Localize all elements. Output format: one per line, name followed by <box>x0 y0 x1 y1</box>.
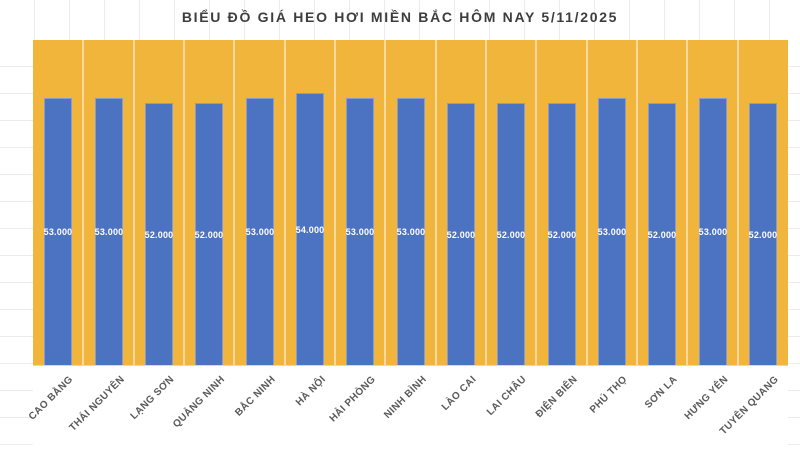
bar-cao-bang: 53.000 <box>44 98 72 365</box>
category-separator-line <box>686 40 688 365</box>
x-axis-label-ninh-binh: NINH BÌNH <box>381 374 429 421</box>
x-axis-label-son-la: SƠN LA <box>643 374 680 411</box>
x-axis-line <box>33 365 788 366</box>
x-axis-label-hai-phong: HẢI PHÒNG <box>327 374 378 425</box>
title-strip: BIỂU ĐỒ GIÁ HEO HƠI MIỀN BẮC HÔM NAY 5/1… <box>0 0 800 40</box>
bar-phu-tho: 53.000 <box>598 98 626 365</box>
bar-value-label: 53.000 <box>245 227 275 237</box>
bar-value-label: 53.000 <box>396 227 426 237</box>
x-axis-label-phu-tho: PHÚ THỌ <box>588 374 630 416</box>
category-separator-line <box>133 40 135 365</box>
bar-value-label: 53.000 <box>94 227 124 237</box>
category-separator-line <box>435 40 437 365</box>
bar-value-label: 52.000 <box>144 229 174 240</box>
x-axis-label-dien-bien: ĐIỆN BIÊN <box>533 374 580 421</box>
x-axis-label-ha-noi: HÀ NỘI <box>293 374 328 409</box>
x-axis-label-thai-nguyen: THÁI NGUYÊN <box>67 374 127 434</box>
bar-thai-nguyen: 53.000 <box>95 98 123 365</box>
x-axis-label-quang-ninh: QUẢNG NINH <box>170 374 227 431</box>
category-separator-line <box>586 40 588 365</box>
bar-value-label: 52.000 <box>647 229 677 240</box>
x-axis-labels: CAO BẰNG THÁI NGUYÊN LẠNG SƠN QUẢNG NINH BẮC… <box>0 365 800 456</box>
bar-dien-bien: 52.000 <box>548 103 576 365</box>
bar-son-la: 52.000 <box>648 103 676 365</box>
x-axis-label-lao-cai: LÀO CAI <box>439 374 479 413</box>
bar-hai-phong: 53.000 <box>346 98 374 365</box>
bar-quang-ninh: 52.000 <box>195 103 223 365</box>
category-separator-line <box>384 40 386 365</box>
category-separator-line <box>636 40 638 365</box>
bar-bac-ninh: 53.000 <box>246 98 274 365</box>
category-separator-line <box>183 40 185 365</box>
bar-value-label: 52.000 <box>446 229 476 240</box>
bar-value-label: 52.000 <box>547 229 577 240</box>
x-axis-label-cao-bang: CAO BẰNG <box>27 374 76 423</box>
bar-ninh-binh: 53.000 <box>397 98 425 365</box>
bar-value-label: 53.000 <box>345 227 375 237</box>
x-axis-label-bac-ninh: BẮC NINH <box>233 374 278 419</box>
bar-lang-son: 52.000 <box>145 103 173 365</box>
bar-lai-chau: 52.000 <box>497 103 525 365</box>
bar-value-label: 52.000 <box>748 229 778 240</box>
category-separator-line <box>82 40 84 365</box>
plot-area: 53.000 53.000 52.000 52.000 53.000 54.000 53.0… <box>33 40 788 365</box>
bar-value-label: 54.000 <box>295 224 325 235</box>
bar-ha-noi: 54.000 <box>296 93 324 365</box>
bar-hung-yen: 53.000 <box>699 98 727 365</box>
worksheet-gridlines-right <box>788 40 800 456</box>
bar-value-label: 52.000 <box>496 229 526 240</box>
bar-value-label: 53.000 <box>597 227 627 237</box>
category-separator-line <box>334 40 336 365</box>
bar-value-label: 53.000 <box>43 227 73 237</box>
category-separator-line <box>485 40 487 365</box>
x-axis-label-lai-chau: LAI CHÂU <box>484 374 529 418</box>
x-axis-label-hung-yen: HƯNG YÊN <box>682 374 731 423</box>
x-axis-label-lang-son: LẠNG SƠN <box>128 374 177 422</box>
bar-value-label: 53.000 <box>698 227 728 237</box>
bar-value-label: 52.000 <box>194 229 224 240</box>
category-separator-line <box>233 40 235 365</box>
bar-lao-cai: 52.000 <box>447 103 475 365</box>
category-separator-line <box>284 40 286 365</box>
category-separator-line <box>737 40 739 365</box>
worksheet-gridlines-left <box>0 40 33 456</box>
bar-tuyen-quang: 52.000 <box>749 103 777 365</box>
chart-title: BIỂU ĐỒ GIÁ HEO HƠI MIỀN BẮC HÔM NAY 5/1… <box>181 9 619 25</box>
category-separator-line <box>535 40 537 365</box>
